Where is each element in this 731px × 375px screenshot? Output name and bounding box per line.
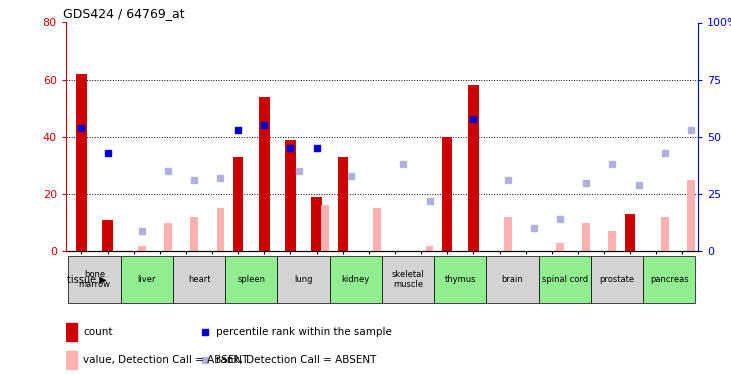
Bar xyxy=(625,214,635,251)
Bar xyxy=(608,231,616,251)
Text: brain: brain xyxy=(501,275,523,284)
Bar xyxy=(468,86,479,251)
Bar xyxy=(311,197,322,251)
Bar xyxy=(138,246,146,251)
Bar xyxy=(66,323,77,340)
Text: lung: lung xyxy=(295,275,313,284)
Bar xyxy=(486,256,539,303)
Bar xyxy=(338,157,348,251)
Text: kidney: kidney xyxy=(341,275,370,284)
Bar xyxy=(216,209,224,251)
Text: spleen: spleen xyxy=(238,275,265,284)
Text: GDS424 / 64769_at: GDS424 / 64769_at xyxy=(63,7,184,20)
Bar xyxy=(442,137,452,251)
Bar xyxy=(102,220,113,251)
Bar xyxy=(76,74,87,251)
Text: prostate: prostate xyxy=(599,275,635,284)
Text: bone
marrow: bone marrow xyxy=(78,270,110,289)
Bar xyxy=(661,217,669,251)
Bar xyxy=(382,256,434,303)
Text: heart: heart xyxy=(188,275,211,284)
Bar xyxy=(225,256,278,303)
Text: spinal cord: spinal cord xyxy=(542,275,588,284)
Text: value, Detection Call = ABSENT: value, Detection Call = ABSENT xyxy=(83,355,249,365)
Bar xyxy=(164,223,172,251)
Text: count: count xyxy=(83,327,113,337)
Text: skeletal
muscle: skeletal muscle xyxy=(392,270,425,289)
Bar xyxy=(69,256,121,303)
Text: percentile rank within the sample: percentile rank within the sample xyxy=(216,327,392,337)
Bar xyxy=(330,256,382,303)
Bar xyxy=(190,217,198,251)
Bar xyxy=(539,256,591,303)
Bar xyxy=(556,243,564,251)
Text: rank, Detection Call = ABSENT: rank, Detection Call = ABSENT xyxy=(216,355,376,365)
Bar xyxy=(374,209,381,251)
Text: liver: liver xyxy=(137,275,156,284)
Bar xyxy=(285,140,296,251)
Bar xyxy=(260,97,270,251)
Bar xyxy=(121,256,173,303)
Text: tissue ▶: tissue ▶ xyxy=(67,274,107,284)
Bar xyxy=(278,256,330,303)
Text: thymus: thymus xyxy=(444,275,476,284)
Bar xyxy=(173,256,225,303)
Bar xyxy=(643,256,695,303)
Bar xyxy=(583,223,590,251)
Bar xyxy=(434,256,486,303)
Text: pancreas: pancreas xyxy=(650,275,689,284)
Bar xyxy=(687,180,694,251)
Bar xyxy=(233,157,243,251)
Bar xyxy=(425,246,433,251)
Bar xyxy=(321,206,329,251)
Bar xyxy=(504,217,512,251)
Bar xyxy=(591,256,643,303)
Bar xyxy=(66,351,77,369)
